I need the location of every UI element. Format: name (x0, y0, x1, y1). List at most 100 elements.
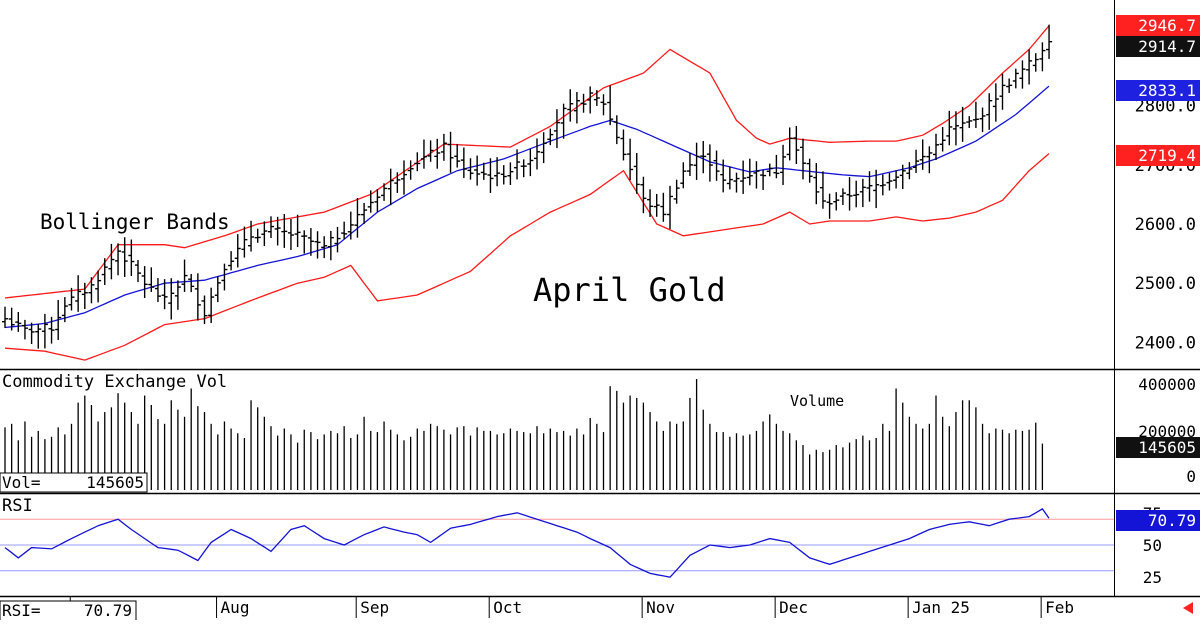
ohlc-bar (161, 279, 168, 310)
month-label: Sep (360, 598, 389, 617)
ohlc-bar (567, 89, 574, 122)
month-label: Jan 25 (912, 598, 970, 617)
volume-readout-label: Vol= (2, 473, 41, 492)
ohlc-bar (241, 226, 248, 258)
ohlc-bar (1012, 68, 1019, 89)
ohlc-bar (726, 166, 733, 190)
ohlc-bar (593, 90, 600, 106)
ohlc-bar (720, 159, 727, 193)
ohlc-bar (700, 141, 707, 174)
ohlc-bar (560, 103, 567, 139)
ohlc-bar (527, 148, 534, 177)
ohlc-bar (101, 258, 108, 285)
ohlc-bar (494, 157, 501, 187)
price-tick-label: 2600.0 (1135, 215, 1196, 235)
ohlc-bar (979, 107, 986, 133)
ohlc-bar (613, 115, 620, 145)
ohlc-bar (607, 85, 614, 126)
ohlc-bar (667, 185, 673, 230)
chart-title: April Gold (533, 271, 726, 309)
ohlc-bar (800, 138, 806, 180)
volume-value-badge-text: 145605 (1138, 438, 1196, 457)
ohlc-bar (434, 138, 441, 169)
volume-series-label: Volume (790, 392, 844, 410)
ohlc-bar (647, 189, 654, 218)
ohlc-bar (135, 260, 141, 283)
ohlc-bar (853, 180, 860, 208)
ohlc-bar (128, 239, 135, 276)
ohlc-bar (208, 287, 215, 324)
ohlc-bar (547, 128, 554, 146)
ohlc-bar (387, 168, 394, 206)
ohlc-bar (374, 189, 381, 212)
ohlc-bar (627, 138, 634, 181)
scroll-left-arrow-icon[interactable] (1183, 602, 1193, 614)
price-badge-label: 2914.7 (1138, 37, 1196, 56)
ohlc-bar (487, 158, 494, 193)
price-badge (1116, 36, 1200, 57)
month-label: Aug (221, 598, 250, 617)
ohlc-bar (746, 158, 753, 186)
ohlc-bar (301, 230, 308, 254)
volume-tick-label: 0 (1186, 467, 1196, 486)
ohlc-bar (88, 277, 95, 304)
ohlc-bar (427, 140, 434, 162)
ohlc-bar (713, 150, 720, 181)
ohlc-bar (228, 251, 235, 271)
ohlc-bar (261, 221, 268, 246)
ohlc-bar (221, 263, 228, 291)
price-badge (1116, 80, 1200, 101)
ohlc-bar (680, 162, 687, 189)
ohlc-bar (640, 176, 647, 214)
ohlc-bar (55, 299, 62, 341)
ohlc-bar (946, 110, 953, 146)
rsi-panel-label: RSI (2, 496, 33, 516)
ohlc-bar (813, 162, 820, 205)
ohlc-bar (394, 172, 401, 193)
ohlc-bar (899, 164, 906, 190)
ohlc-bar (760, 170, 767, 191)
ohlc-bar (952, 111, 959, 146)
ohlc-bar (61, 297, 68, 323)
ohlc-bar (706, 144, 713, 182)
ohlc-bar (926, 146, 933, 174)
ohlc-bar (846, 177, 853, 211)
ohlc-bar (919, 139, 926, 170)
ohlc-bar (48, 316, 55, 344)
ohlc-bar (41, 313, 48, 349)
ohlc-bar (866, 171, 873, 202)
ohlc-bar (886, 173, 893, 191)
ohlc-bar (773, 154, 780, 179)
rsi-panel-plot (0, 508, 1114, 578)
ohlc-bar (307, 228, 314, 256)
price-badge (1116, 15, 1200, 36)
ohlc-bar (401, 160, 407, 195)
ohlc-bars (2, 24, 1053, 349)
ohlc-bar (587, 86, 594, 114)
bollinger-bands (4, 25, 1050, 361)
month-label: Feb (1045, 598, 1074, 617)
rsi-tick-label: 50 (1143, 536, 1162, 555)
ohlc-bar (986, 93, 993, 130)
ohlc-bar (367, 190, 374, 213)
ohlc-bar (793, 125, 800, 164)
ohlc-bar (361, 203, 368, 224)
ohlc-bar (906, 162, 913, 180)
ohlc-bar (999, 73, 1006, 110)
month-label: Dec (779, 598, 808, 617)
middle-bollinger-band (4, 85, 1050, 329)
ohlc-bar (268, 216, 274, 239)
ohlc-bar (780, 144, 787, 186)
ohlc-bar (740, 160, 747, 194)
ohlc-bar (2, 306, 8, 328)
ohlc-bar (686, 152, 693, 177)
ohlc-bar (447, 131, 454, 173)
ohlc-bar (753, 161, 760, 189)
ohlc-bar (420, 139, 427, 169)
price-tick-label: 2800.0 (1135, 97, 1196, 117)
ohlc-bar (873, 169, 880, 209)
ohlc-bar (314, 231, 321, 259)
ohlc-bar (966, 116, 973, 129)
